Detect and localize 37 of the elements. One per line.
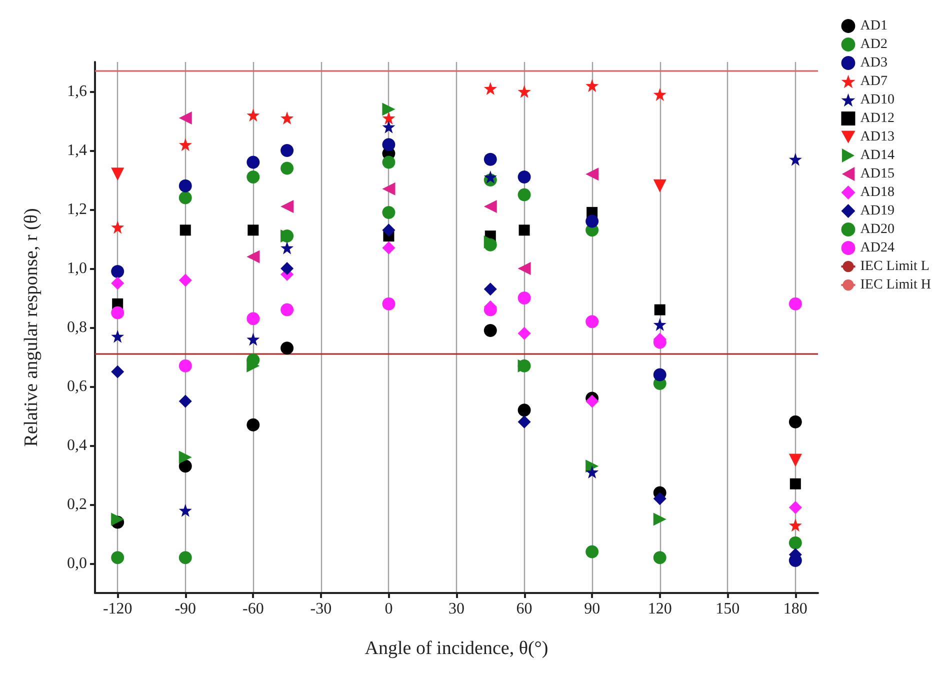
legend-label: AD12 (860, 111, 894, 126)
legend-label: IEC Limit L (860, 259, 930, 274)
x-tick-label: 60 (516, 600, 532, 618)
legend-label: AD19 (860, 204, 894, 218)
x-tick-label: -90 (174, 600, 196, 618)
x-axis-title: Angle of incidence, θ(°) (364, 638, 548, 659)
legend-label: AD13 (860, 130, 894, 144)
y-tick-label: 1,2 (67, 201, 87, 218)
legend-label: AD3 (860, 56, 888, 70)
x-tick-label: 90 (584, 600, 600, 618)
legend-label: AD1 (860, 18, 888, 34)
y-tick-label: 0,0 (67, 555, 87, 572)
y-tick-label: 1,0 (67, 260, 87, 277)
y-tick-label: 0,4 (67, 437, 87, 454)
y-axis-title: Relative angular response, r (θ) (21, 208, 42, 447)
legend-label: AD20 (860, 222, 894, 237)
x-tick-label: 180 (783, 600, 808, 618)
x-tick-label: -60 (242, 600, 264, 618)
x-tick-label: -30 (310, 600, 332, 618)
legend-label: IEC Limit H (860, 278, 932, 292)
y-tick-label: 1,4 (67, 142, 87, 159)
legend-label: AD14 (860, 148, 894, 163)
legend-label: AD10 (860, 92, 894, 108)
legend-label: AD24 (860, 240, 894, 256)
x-tick-label: 150 (716, 600, 740, 618)
legend-label: AD15 (860, 166, 894, 182)
x-tick-label: 0 (384, 600, 393, 618)
y-tick-label: 0,6 (67, 378, 87, 395)
x-tick-label: 30 (448, 600, 464, 618)
x-tick-label: 120 (648, 600, 672, 618)
y-tick-label: 0,2 (67, 496, 87, 513)
y-tick-label: 0,8 (67, 319, 87, 336)
legend-label: AD7 (860, 74, 888, 89)
legend-label: AD18 (860, 185, 894, 200)
x-tick-label: -120 (102, 600, 132, 618)
legend-label: AD2 (860, 37, 888, 52)
y-tick-label: 1,6 (67, 83, 87, 100)
